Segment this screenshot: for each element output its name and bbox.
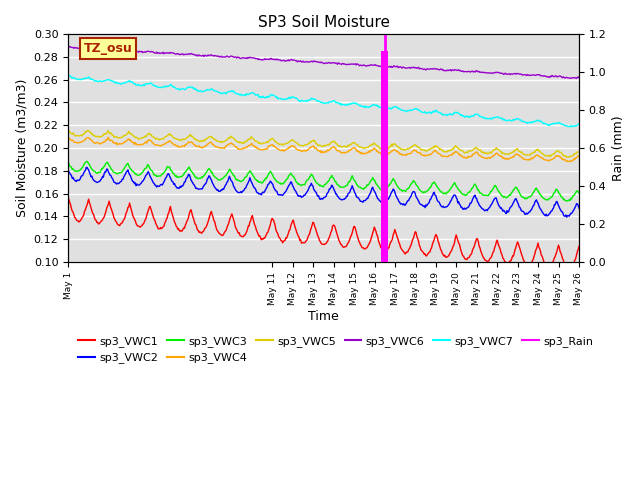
sp3_VWC4 (574, 153, 582, 159)
sp3_VWC7 (405, 108, 413, 114)
sp3_VWC3 (408, 180, 416, 186)
sp3_VWC4 (567, 159, 575, 165)
sp3_VWC3 (568, 196, 575, 202)
sp3_VWC5 (64, 127, 72, 133)
Y-axis label: Rain (mm): Rain (mm) (612, 115, 625, 181)
sp3_VWC2 (563, 214, 570, 220)
sp3_VWC3 (406, 184, 413, 190)
Y-axis label: Soil Moisture (m3/m3): Soil Moisture (m3/m3) (15, 79, 28, 217)
sp3_VWC3 (279, 181, 287, 187)
sp3_VWC3 (564, 198, 572, 204)
sp3_VWC5 (278, 142, 285, 148)
sp3_VWC5 (407, 144, 415, 150)
Line: sp3_VWC3: sp3_VWC3 (68, 161, 579, 201)
sp3_VWC6 (574, 74, 582, 80)
sp3_VWC1 (64, 194, 72, 200)
sp3_VWC7 (407, 108, 415, 113)
sp3_VWC6 (567, 75, 575, 81)
sp3_VWC4 (407, 150, 415, 156)
sp3_VWC1 (407, 242, 415, 248)
sp3_VWC1 (405, 247, 413, 252)
sp3_VWC3 (141, 166, 149, 171)
sp3_VWC4 (405, 151, 413, 156)
Line: sp3_VWC2: sp3_VWC2 (68, 168, 579, 217)
sp3_VWC2 (279, 192, 287, 198)
sp3_VWC5 (563, 155, 570, 160)
sp3_VWC5 (574, 149, 582, 155)
sp3_VWC1 (278, 238, 285, 243)
sp3_VWC7 (574, 121, 582, 127)
sp3_VWC2 (575, 205, 583, 211)
sp3_VWC6 (407, 64, 415, 70)
sp3_VWC2 (141, 174, 149, 180)
sp3_VWC3 (575, 190, 583, 196)
sp3_VWC4 (575, 154, 583, 159)
Line: sp3_VWC7: sp3_VWC7 (68, 75, 579, 127)
sp3_VWC7 (64, 72, 72, 78)
sp3_VWC6 (575, 75, 583, 81)
sp3_VWC6 (405, 65, 413, 71)
sp3_VWC6 (140, 49, 148, 55)
sp3_VWC7 (567, 124, 575, 130)
sp3_VWC1 (140, 219, 148, 225)
sp3_VWC1 (575, 243, 583, 249)
sp3_VWC1 (567, 264, 575, 270)
sp3_VWC3 (335, 182, 343, 188)
Bar (381, 51, 388, 262)
sp3_VWC4 (278, 147, 285, 153)
sp3_VWC7 (564, 124, 572, 130)
Line: sp3_VWC1: sp3_VWC1 (68, 197, 579, 269)
sp3_VWC6 (278, 58, 285, 64)
sp3_VWC4 (566, 158, 574, 164)
sp3_VWC2 (568, 211, 575, 216)
Title: SP3 Soil Moisture: SP3 Soil Moisture (257, 15, 390, 30)
sp3_VWC7 (278, 96, 285, 102)
Text: TZ_osu: TZ_osu (83, 42, 132, 55)
sp3_VWC1 (574, 246, 582, 252)
Line: sp3_VWC6: sp3_VWC6 (68, 46, 579, 78)
sp3_VWC2 (83, 165, 91, 170)
sp3_VWC3 (64, 160, 72, 166)
Legend: sp3_VWC1, sp3_VWC2, sp3_VWC3, sp3_VWC4, sp3_VWC5, sp3_VWC6, sp3_VWC7, sp3_Rain: sp3_VWC1, sp3_VWC2, sp3_VWC3, sp3_VWC4, … (74, 332, 598, 368)
sp3_VWC2 (406, 195, 413, 201)
sp3_VWC5 (140, 134, 148, 140)
sp3_VWC6 (566, 75, 574, 81)
X-axis label: Time: Time (308, 311, 339, 324)
Line: sp3_VWC4: sp3_VWC4 (68, 136, 579, 162)
Line: sp3_VWC5: sp3_VWC5 (68, 130, 579, 157)
sp3_VWC5 (575, 149, 583, 155)
sp3_VWC2 (64, 167, 72, 173)
sp3_VWC5 (405, 146, 413, 152)
sp3_VWC2 (408, 191, 416, 196)
sp3_VWC4 (64, 133, 72, 139)
sp3_VWC1 (566, 266, 574, 272)
sp3_VWC6 (64, 43, 72, 49)
sp3_VWC4 (140, 141, 148, 146)
sp3_VWC7 (140, 83, 148, 88)
sp3_VWC2 (335, 195, 343, 201)
sp3_VWC3 (83, 158, 91, 164)
sp3_VWC5 (567, 153, 575, 159)
sp3_VWC7 (575, 121, 583, 127)
